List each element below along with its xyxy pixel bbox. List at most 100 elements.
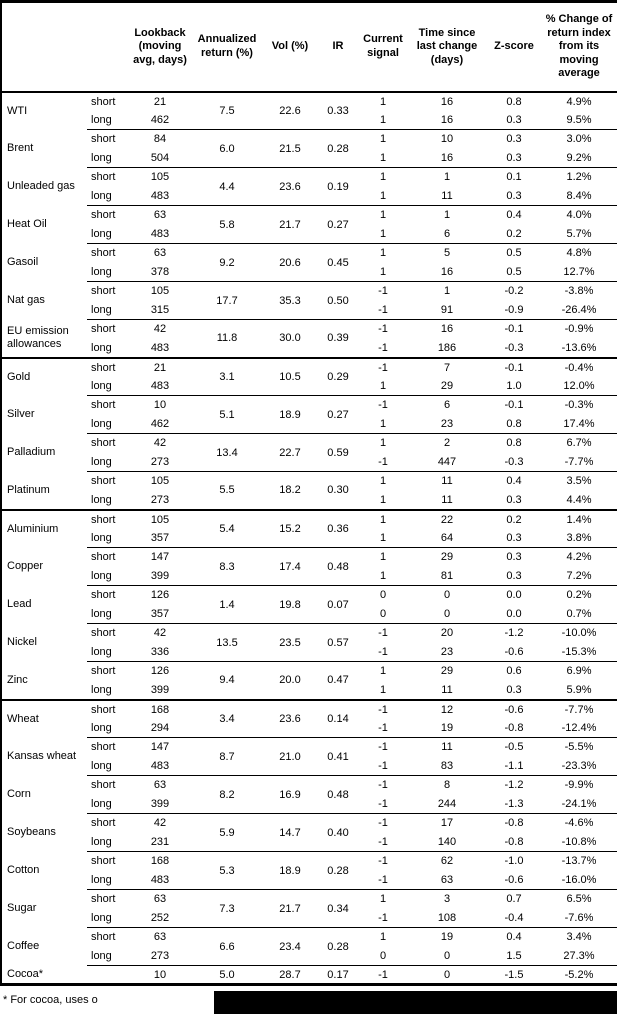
vol-value: 14.7 — [263, 813, 317, 852]
z-score-value: -1.2 — [487, 623, 541, 643]
position-label: long — [91, 759, 112, 772]
lookback-value: 231 — [150, 835, 170, 848]
pct-change-value: 4.0% — [541, 205, 617, 225]
ir-value: 0.48 — [317, 775, 359, 814]
ir-value: 0.34 — [317, 889, 359, 928]
signal-value: 1 — [379, 683, 387, 696]
pct-change-value: 12.0% — [563, 379, 595, 392]
column-header: Z-score — [487, 1, 541, 93]
table-row: long 483 -1 63 -0.6 -16.0% — [1, 871, 617, 890]
z-score-value: -0.1 — [487, 319, 541, 339]
pct-change-value: 0.2% — [541, 585, 617, 605]
position-label: short — [87, 205, 129, 225]
table-row: Sugar short 63 7.3 21.7 0.34 1 3 0.7 6.5% — [1, 889, 617, 928]
pct-change-value: 4.9% — [566, 95, 592, 108]
z-score-value: -1.1 — [504, 759, 524, 772]
signal-value: 1 — [359, 661, 407, 681]
z-score-value: 0.8 — [506, 95, 522, 108]
ir-value: 0.36 — [317, 508, 359, 548]
empty-header-cell — [1, 1, 87, 93]
signal-value: 0 — [379, 949, 387, 962]
table-row: long 273 -1 447 -0.3 -7.7% — [1, 453, 617, 472]
pct-change-value: -7.7% — [564, 455, 594, 468]
position-label: long — [91, 189, 112, 202]
pct-change-value: 8.4% — [566, 189, 592, 202]
table-row: Coffee short 63 6.6 23.4 0.28 1 19 0.4 3.4% — [1, 927, 617, 966]
column-header: % Change of return index from its moving… — [541, 1, 617, 93]
z-score-value: 0.7 — [487, 889, 541, 909]
z-score-value: 0.3 — [506, 151, 522, 164]
lookback-value: 63 — [129, 889, 191, 909]
lookback-value: 105 — [129, 471, 191, 491]
commodity-name: Lead — [7, 598, 32, 610]
position-label: short — [87, 737, 129, 757]
days-since-change-value: 19 — [440, 721, 454, 734]
z-score-value: 0.3 — [506, 531, 522, 544]
lookback-value: 336 — [150, 645, 170, 658]
z-score-value: -0.5 — [487, 737, 541, 757]
table-row: long 273 0 0 1.5 27.3% — [1, 947, 617, 966]
z-score-value: -1.3 — [504, 797, 524, 810]
pct-change-value: -13.7% — [541, 851, 617, 871]
pct-change-value: 1.2% — [541, 167, 617, 187]
pct-change-value: 6.7% — [541, 433, 617, 453]
lookback-value: 483 — [150, 873, 170, 886]
lookback-value: 42 — [129, 623, 191, 643]
signal-value: -1 — [378, 645, 388, 658]
pct-change-value: -4.6% — [541, 813, 617, 833]
table-row: Copper short 147 8.3 17.4 0.48 1 29 0.3 4.2% — [1, 547, 617, 586]
column-header: Vol (%) — [263, 1, 317, 93]
days-since-change-value: 17 — [407, 813, 487, 833]
position-label: long — [91, 949, 112, 962]
lookback-value: 273 — [150, 949, 170, 962]
table-row: long 483 1 29 1.0 12.0% — [1, 377, 617, 396]
position-label: long — [91, 721, 112, 734]
commodity-name: Copper — [7, 560, 44, 572]
z-score-value: 0.4 — [487, 927, 541, 947]
lookback-value: 399 — [150, 683, 170, 696]
table-row: Nickel short 42 13.5 23.5 0.57 -1 20 -1.2 -10.0% — [1, 623, 617, 662]
days-since-change-value: 6 — [443, 227, 451, 240]
table-row: Zinc short 126 9.4 20.0 0.47 1 29 0.6 6.9% — [1, 661, 617, 700]
z-score-value: -0.1 — [487, 356, 541, 377]
lookback-value: 399 — [150, 569, 170, 582]
column-header: Current signal — [359, 1, 407, 93]
z-score-value: -0.6 — [504, 873, 524, 886]
position-label: long — [91, 417, 112, 430]
vol-value: 21.0 — [263, 737, 317, 776]
commodity-name: Nickel — [7, 636, 37, 648]
signal-value: 1 — [359, 167, 407, 187]
lookback-value: 105 — [129, 281, 191, 301]
annualized-return-value: 5.8 — [191, 205, 263, 244]
signal-value: 1 — [379, 531, 387, 544]
days-since-change-value: 11 — [407, 737, 487, 757]
vol-value: 20.6 — [263, 243, 317, 282]
table-row: long 399 1 11 0.3 5.9% — [1, 681, 617, 700]
signal-value: -1 — [359, 281, 407, 301]
annualized-return-value: 13.5 — [191, 623, 263, 662]
signal-value: 0 — [359, 585, 407, 605]
table-row: long 378 1 16 0.5 12.7% — [1, 263, 617, 282]
signal-value: 1 — [379, 189, 387, 202]
lookback-value: 294 — [150, 721, 170, 734]
lookback-value: 483 — [150, 341, 170, 354]
annualized-return-value: 5.4 — [191, 508, 263, 548]
table-row: long 357 1 64 0.3 3.8% — [1, 529, 617, 548]
pct-change-value: -7.6% — [564, 911, 594, 924]
days-since-change-value: 10 — [407, 129, 487, 149]
days-since-change-value: 16 — [440, 265, 454, 278]
position-label: short — [87, 395, 129, 415]
days-since-change-value: 11 — [441, 683, 453, 696]
position-label: short — [87, 927, 129, 947]
lookback-value: 315 — [150, 303, 170, 316]
pct-change-value: -12.4% — [561, 721, 597, 734]
ir-value: 0.57 — [317, 623, 359, 662]
days-since-change-value: 6 — [407, 395, 487, 415]
z-score-value: 0.3 — [506, 493, 522, 506]
position-label: long — [91, 455, 112, 468]
position-label: short — [87, 623, 129, 643]
z-score-value: 1.5 — [506, 949, 522, 962]
lookback-value: 84 — [129, 129, 191, 149]
lookback-value: 252 — [150, 911, 170, 924]
pct-change-value: -7.7% — [541, 698, 617, 719]
